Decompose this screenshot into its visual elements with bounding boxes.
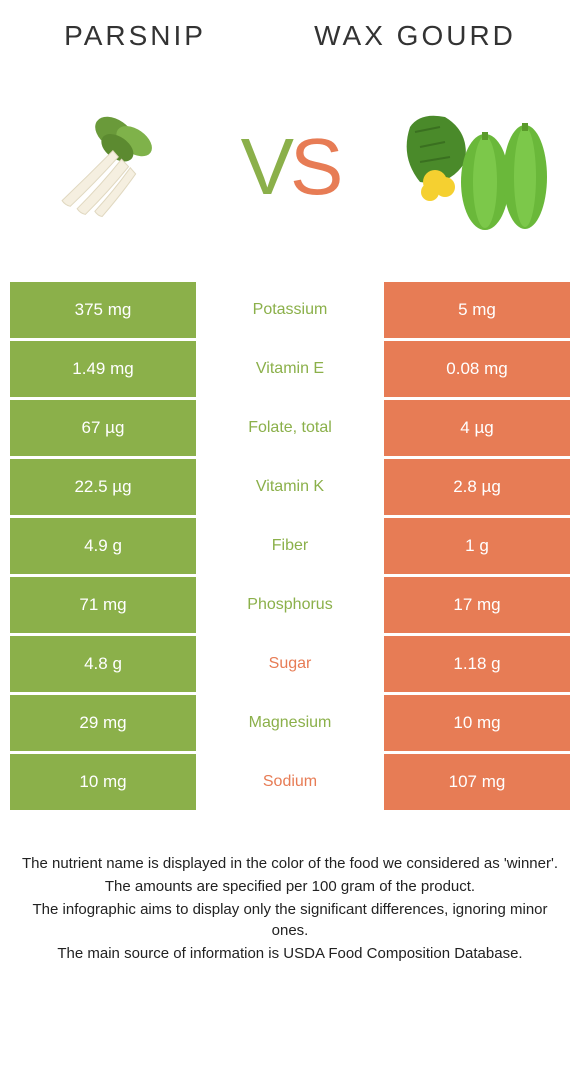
right-value: 5 mg [384, 282, 570, 338]
parsnip-image [30, 87, 190, 247]
nutrient-name: Potassium [196, 282, 384, 338]
vs-s: S [290, 122, 339, 211]
nutrient-table: 375 mgPotassium5 mg1.49 mgVitamin E0.08 … [10, 282, 570, 810]
hero-row: VS [0, 62, 580, 282]
table-row: 71 mgPhosphorus17 mg [10, 577, 570, 633]
wax-gourd-image [390, 87, 550, 247]
table-row: 4.8 gSugar1.18 g [10, 636, 570, 692]
left-value: 10 mg [10, 754, 196, 810]
right-value: 17 mg [384, 577, 570, 633]
left-value: 22.5 µg [10, 459, 196, 515]
nutrient-name: Sodium [196, 754, 384, 810]
table-row: 1.49 mgVitamin E0.08 mg [10, 341, 570, 397]
left-value: 375 mg [10, 282, 196, 338]
left-food-title: Parsnip [64, 20, 206, 52]
footer-line: The amounts are specified per 100 gram o… [20, 876, 560, 897]
table-row: 375 mgPotassium5 mg [10, 282, 570, 338]
nutrient-name: Sugar [196, 636, 384, 692]
left-value: 29 mg [10, 695, 196, 751]
nutrient-name: Phosphorus [196, 577, 384, 633]
right-value: 107 mg [384, 754, 570, 810]
right-value: 0.08 mg [384, 341, 570, 397]
table-row: 67 µgFolate, total4 µg [10, 400, 570, 456]
left-value: 71 mg [10, 577, 196, 633]
left-value: 67 µg [10, 400, 196, 456]
vs-label: VS [241, 121, 340, 213]
table-row: 4.9 gFiber1 g [10, 518, 570, 574]
footer-line: The main source of information is USDA F… [20, 943, 560, 964]
header: Parsnip Wax gourd [0, 0, 580, 62]
footer-notes: The nutrient name is displayed in the co… [0, 813, 580, 964]
table-row: 29 mgMagnesium10 mg [10, 695, 570, 751]
table-row: 10 mgSodium107 mg [10, 754, 570, 810]
right-value: 4 µg [384, 400, 570, 456]
left-value: 4.8 g [10, 636, 196, 692]
nutrient-name: Vitamin K [196, 459, 384, 515]
nutrient-name: Fiber [196, 518, 384, 574]
right-value: 2.8 µg [384, 459, 570, 515]
footer-line: The nutrient name is displayed in the co… [20, 853, 560, 874]
footer-line: The infographic aims to display only the… [20, 899, 560, 941]
nutrient-name: Magnesium [196, 695, 384, 751]
nutrient-name: Vitamin E [196, 341, 384, 397]
table-row: 22.5 µgVitamin K2.8 µg [10, 459, 570, 515]
left-value: 1.49 mg [10, 341, 196, 397]
nutrient-name: Folate, total [196, 400, 384, 456]
right-value: 1 g [384, 518, 570, 574]
left-value: 4.9 g [10, 518, 196, 574]
right-food-title: Wax gourd [314, 20, 516, 52]
vs-v: V [241, 122, 290, 211]
right-value: 1.18 g [384, 636, 570, 692]
right-value: 10 mg [384, 695, 570, 751]
